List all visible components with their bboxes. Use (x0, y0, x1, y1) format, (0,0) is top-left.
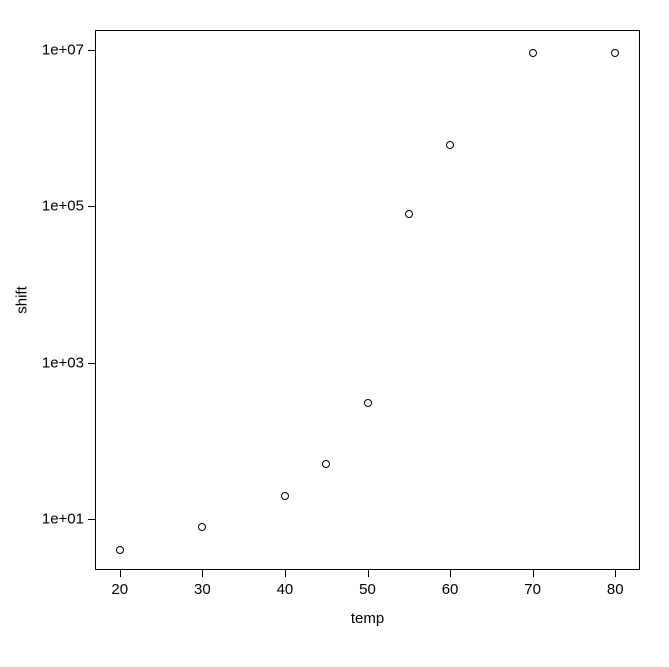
x-tick-label: 30 (194, 581, 211, 598)
x-tick (615, 570, 616, 577)
x-tick (285, 570, 286, 577)
x-tick (120, 570, 121, 577)
data-point (116, 546, 124, 554)
y-tick-label: 1e+01 (38, 511, 84, 528)
data-point (611, 49, 619, 57)
data-point (364, 399, 372, 407)
x-tick-label: 60 (442, 581, 459, 598)
x-tick (533, 570, 534, 577)
y-tick (88, 206, 95, 207)
x-axis-title: temp (351, 610, 384, 627)
x-tick (202, 570, 203, 577)
x-tick-label: 40 (277, 581, 294, 598)
x-tick-label: 80 (607, 581, 624, 598)
x-tick-label: 70 (524, 581, 541, 598)
y-tick-label: 1e+05 (38, 198, 84, 215)
y-axis-title: shift (14, 286, 31, 314)
data-point (198, 523, 206, 531)
y-tick (88, 50, 95, 51)
y-tick-label: 1e+07 (38, 41, 84, 58)
data-point (446, 141, 454, 149)
data-point (529, 49, 537, 57)
x-tick (368, 570, 369, 577)
chart-container: 20 30 40 50 60 70 80 1e+01 1e+03 1e+05 1e+07 temp… (0, 0, 669, 667)
plot-area (95, 30, 640, 570)
y-tick (88, 363, 95, 364)
data-point (405, 210, 413, 218)
data-point (281, 492, 289, 500)
data-point (322, 460, 330, 468)
x-tick (450, 570, 451, 577)
x-tick-label: 50 (359, 581, 376, 598)
y-tick-label: 1e+03 (38, 354, 84, 371)
x-tick-label: 20 (111, 581, 128, 598)
y-tick (88, 519, 95, 520)
